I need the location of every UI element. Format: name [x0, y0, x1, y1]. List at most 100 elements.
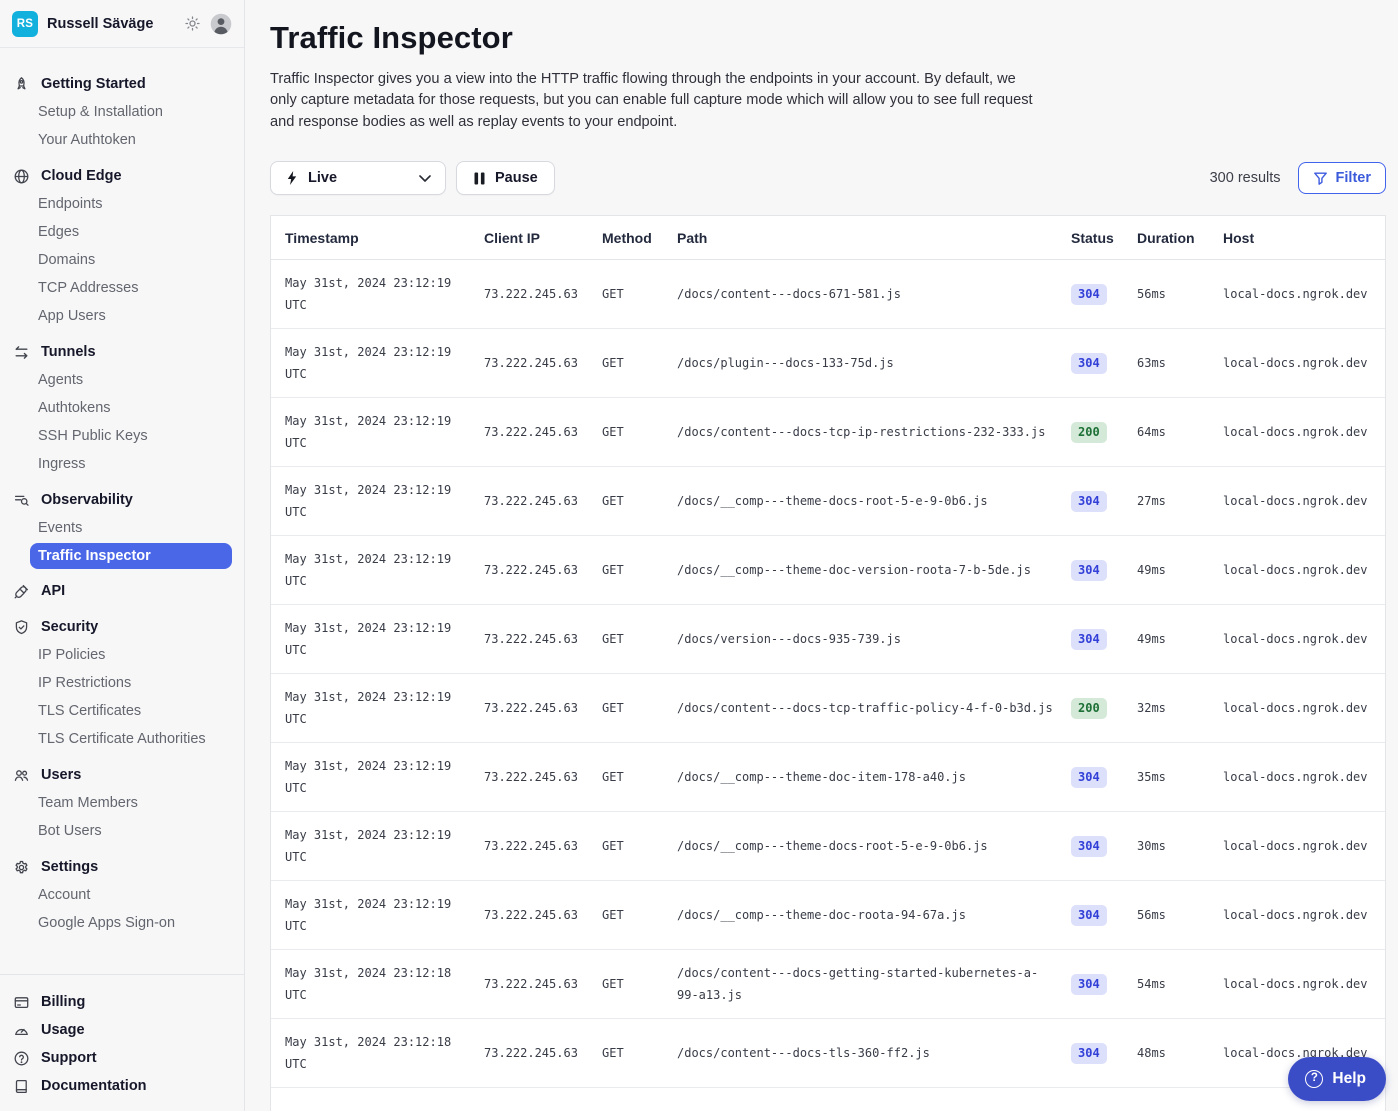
table-row[interactable]: May 31st, 2024 23:12:19 UTC 73.222.245.63… [271, 743, 1385, 813]
cell-duration: 63ms [1137, 356, 1166, 371]
cell-path: /docs/content---docs-671-581.js [677, 287, 901, 302]
table-row[interactable]: May 31st, 2024 23:12:19 UTC 73.222.245.63… [271, 467, 1385, 537]
cell-timestamp: May 31st, 2024 23:12:19 UTC [285, 897, 452, 934]
cell-duration: 35ms [1137, 770, 1166, 785]
sidebar-item-google-apps-sign-on[interactable]: Google Apps Sign-on [38, 915, 176, 931]
status-badge: 304 [1071, 836, 1107, 858]
sidebar-item-app-users[interactable]: App Users [38, 308, 106, 324]
section-label: Tunnels [41, 344, 96, 360]
sidebar-item-setup-installation[interactable]: Setup & Installation [38, 104, 163, 120]
sidebar-item-tls-certificates[interactable]: TLS Certificates [38, 703, 142, 719]
avatar[interactable]: RS [12, 10, 38, 37]
documentation-icon [13, 1078, 30, 1095]
sidebar-item-authtokens[interactable]: Authtokens [38, 400, 111, 416]
cell-duration: 30ms [1137, 839, 1166, 854]
table-header-row: Timestamp Client IP Method Path Status D… [271, 216, 1385, 261]
controls-bar: Live Pause 300 results Filter [270, 161, 1386, 196]
tunnels-icon [13, 344, 30, 361]
table-row[interactable]: May 31st, 2024 23:12:19 UTC 73.222.245.63… [271, 329, 1385, 399]
sidebar-item-getting-started[interactable]: Getting Started [0, 70, 244, 98]
sun-icon[interactable] [184, 15, 201, 32]
cell-path: /docs/__comp---theme-docs-root-5-e-9-0b6… [677, 494, 988, 509]
sidebar-item-ip-policies[interactable]: IP Policies [38, 647, 106, 663]
col-header-method: Method [602, 229, 652, 246]
sidebar-item-your-authtoken[interactable]: Your Authtoken [38, 132, 136, 148]
cell-status: 304 [1071, 1042, 1137, 1065]
table-row[interactable]: May 31st, 2024 23:12:19 UTC 73.222.245.63… [271, 881, 1385, 951]
shield-icon [13, 619, 30, 636]
cell-path: /docs/content---docs-tls-360-ff2.js [677, 1046, 930, 1061]
sidebar-item-ip-restrictions[interactable]: IP Restrictions [38, 675, 132, 691]
pause-button[interactable]: Pause [456, 161, 555, 196]
sidebar-item-traffic-inspector[interactable]: Traffic Inspector [30, 543, 232, 569]
sidebar-item-domains[interactable]: Domains [38, 252, 96, 268]
sidebar-item-billing[interactable]: Billing [0, 988, 244, 1016]
cell-host: local-docs.ngrok.dev [1223, 356, 1368, 371]
sidebar-item-ssh-public-keys[interactable]: SSH Public Keys [38, 428, 148, 444]
cell-method: GET [602, 839, 624, 854]
cell-method: GET [602, 632, 624, 647]
footer-item-label: Support [41, 1050, 97, 1066]
section-label: Settings [41, 859, 99, 875]
cell-client-ip: 73.222.245.63 [484, 632, 578, 647]
sidebar-item-events[interactable]: Events [38, 520, 83, 536]
table-row[interactable]: May 31st, 2024 23:12:19 UTC 73.222.245.63… [271, 674, 1385, 744]
sidebar-item-security[interactable]: Security [0, 613, 244, 641]
sidebar-item-endpoints[interactable]: Endpoints [38, 196, 103, 212]
cell-method: GET [602, 425, 624, 440]
table-row[interactable]: May 31st, 2024 23:12:19 UTC 73.222.245.63… [271, 812, 1385, 882]
footer-item-label: Billing [41, 994, 86, 1010]
cell-duration: 56ms [1137, 287, 1166, 302]
sidebar-item-cloud-edge[interactable]: Cloud Edge [0, 162, 244, 190]
table-row[interactable]: May 31st, 2024 23:12:18 UTC 73.222.245.63… [271, 950, 1385, 1020]
nav-section-cloud-edge: Cloud Edge Endpoints Edges Domains TCP Addre… [0, 162, 244, 330]
sidebar-item-account[interactable]: Account [38, 887, 91, 903]
status-badge: 304 [1071, 767, 1107, 789]
cell-client-ip: 73.222.245.63 [484, 425, 578, 440]
sidebar-item-support[interactable]: Support [0, 1044, 244, 1072]
cell-timestamp: May 31st, 2024 23:12:19 UTC [285, 345, 452, 382]
cell-host: local-docs.ngrok.dev [1223, 908, 1368, 923]
sidebar-item-tcp-addresses[interactable]: TCP Addresses [38, 280, 139, 296]
sidebar-item-tls-certificate-authorities[interactable]: TLS Certificate Authorities [38, 731, 206, 747]
nav-section-settings: Settings Account Google Apps Sign-on [0, 853, 244, 937]
cell-host: local-docs.ngrok.dev [1223, 494, 1368, 509]
user-avatar-icon[interactable] [210, 13, 232, 35]
table-row[interactable]: May 31st, 2024 23:12:18 UTC 73.222.245.63… [271, 1019, 1385, 1089]
sidebar-item-api[interactable]: API [0, 577, 244, 605]
sidebar-item-documentation[interactable]: Documentation [0, 1072, 244, 1100]
cell-duration: 49ms [1137, 632, 1166, 647]
cell-host: local-docs.ngrok.dev [1223, 977, 1368, 992]
cell-timestamp: May 31st, 2024 23:12:19 UTC [285, 621, 452, 658]
table-row[interactable]: May 31st, 2024 23:12:19 UTC 73.222.245.63… [271, 260, 1385, 330]
sidebar-item-observability[interactable]: Observability [0, 486, 244, 514]
status-badge: 304 [1071, 284, 1107, 306]
help-button[interactable]: ? Help [1288, 1057, 1386, 1101]
sidebar-item-bot-users[interactable]: Bot Users [38, 823, 102, 839]
table-row[interactable]: May 31st, 2024 23:12:19 UTC 73.222.245.63… [271, 398, 1385, 468]
table-row[interactable]: May 31st, 2024 23:12:19 UTC 73.222.245.63… [271, 605, 1385, 675]
section-label: Cloud Edge [41, 168, 122, 184]
gear-icon [13, 859, 30, 876]
filter-button[interactable]: Filter [1297, 162, 1386, 195]
sidebar-item-tunnels[interactable]: Tunnels [0, 338, 244, 366]
page-title: Traffic Inspector [270, 20, 513, 55]
cell-timestamp: May 31st, 2024 23:12:18 UTC [285, 966, 452, 1003]
cell-client-ip: 73.222.245.63 [484, 908, 578, 923]
sidebar-item-users[interactable]: Users [0, 761, 244, 789]
col-header-path: Path [677, 229, 708, 246]
cell-status: 304 [1071, 904, 1137, 927]
cell-path: /docs/__comp---theme-docs-root-5-e-9-0b6… [677, 839, 988, 854]
sidebar-item-edges[interactable]: Edges [38, 224, 80, 240]
sidebar-item-settings[interactable]: Settings [0, 853, 244, 881]
sidebar-item-ingress[interactable]: Ingress [38, 456, 86, 472]
live-mode-select[interactable]: Live [270, 161, 446, 196]
table-row[interactable]: May 31st, 2024 23:12:19 UTC 73.222.245.63… [271, 536, 1385, 606]
cell-client-ip: 73.222.245.63 [484, 770, 578, 785]
observability-icon [13, 492, 30, 509]
cell-status: 304 [1071, 835, 1137, 858]
cell-status: 304 [1071, 559, 1137, 582]
sidebar-item-usage[interactable]: Usage [0, 1016, 244, 1044]
sidebar-item-agents[interactable]: Agents [38, 372, 84, 388]
sidebar-item-team-members[interactable]: Team Members [38, 795, 138, 811]
